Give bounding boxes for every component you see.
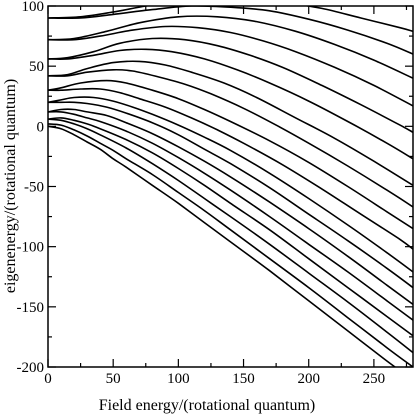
series-line-2	[48, 123, 413, 367]
series-layer	[48, 6, 413, 367]
series-line-6	[48, 108, 413, 306]
y-tick-label: 50	[29, 59, 44, 75]
y-tick-label: -50	[24, 180, 44, 196]
y-tick-label: 100	[22, 0, 45, 15]
x-tick-label: 50	[106, 371, 121, 387]
series-line-14	[48, 37, 413, 134]
series-line-17	[48, 6, 413, 55]
series-line-16	[48, 15, 413, 79]
series-line-4	[48, 117, 413, 337]
x-tick-label: 0	[44, 371, 52, 387]
x-axis-title: Field energy/(rotational quantum)	[99, 397, 316, 414]
plot-frame	[47, 5, 414, 368]
series-line-7	[48, 101, 413, 289]
y-tick-label: -150	[17, 300, 45, 316]
y-tick-label: -100	[17, 240, 45, 256]
tick-layer: 0 50 100 150 200 250 -200 -150 -100 -50 0 50 100	[17, 0, 413, 387]
y-axis-title: eigenenergy/(rotational quantum)	[2, 79, 19, 293]
x-tick-label: 200	[297, 371, 320, 387]
x-tick-label: 150	[232, 371, 255, 387]
series-line-10	[48, 79, 413, 230]
x-tick-label: 100	[167, 371, 190, 387]
series-line-5	[48, 110, 413, 321]
series-line-18	[48, 6, 413, 33]
y-tick-label: -200	[17, 360, 45, 376]
x-tick-label: 250	[363, 371, 386, 387]
y-tick-label: 0	[37, 119, 45, 135]
series-line-13	[48, 48, 413, 160]
series-line-9	[48, 87, 413, 250]
series-line-1	[48, 125, 397, 367]
series-line-11	[48, 68, 413, 208]
series-line-3	[48, 118, 413, 354]
series-line-12	[48, 60, 413, 186]
series-line-8	[48, 96, 413, 273]
series-line-15	[48, 25, 413, 107]
